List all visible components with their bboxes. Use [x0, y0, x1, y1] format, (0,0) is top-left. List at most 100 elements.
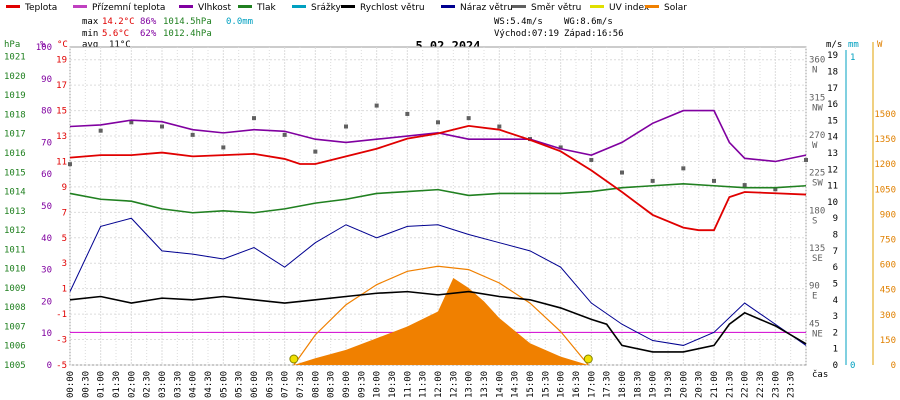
wind-direction-point	[313, 149, 318, 154]
axis-tick-hpa: 1012	[4, 226, 26, 236]
axis-tick-hpa: 1005	[4, 361, 26, 371]
axis-tick-temp: 9	[62, 183, 67, 193]
axis-tick-time: 10:30	[388, 371, 398, 398]
axis-tick-hpa: 1009	[4, 284, 26, 294]
wind-direction-point	[650, 178, 655, 183]
axis-tick-time: 03:00	[158, 371, 168, 398]
wind-direction-point	[773, 187, 778, 192]
axis-tick-w: 1350	[874, 135, 896, 145]
axis-tick-dir-name: SW	[812, 179, 823, 189]
axis-tick-dir-deg: 90	[809, 282, 820, 292]
axis-tick-ms: 16	[827, 100, 838, 110]
axis-tick-time: 08:00	[311, 371, 321, 398]
axis-tick-ms: 14	[827, 133, 838, 143]
axis-tick-temp: -5	[56, 361, 67, 371]
axis-tick-temp: 7	[62, 208, 67, 218]
axis-tick-ms: 6	[833, 263, 838, 273]
axis-tick-time: 21:00	[710, 371, 720, 398]
axis-tick-temp: 17	[56, 81, 67, 91]
axis-tick-dir-name: S	[812, 216, 817, 226]
series-pressure	[69, 183, 807, 214]
axis-tick-ms: 11	[827, 182, 838, 192]
series-humidity	[69, 109, 807, 163]
axis-tick-time: 08:30	[327, 371, 337, 398]
axis-tick-dir-deg: 135	[809, 244, 825, 254]
axis-tick-time: 06:00	[250, 371, 260, 398]
axis-tick-pct: 90	[41, 75, 52, 85]
axis-tick-temp: 5	[62, 234, 67, 244]
axis-tick-temp: 11	[56, 157, 67, 167]
axis-tick-hpa: 1015	[4, 168, 26, 178]
axis-tick-time: 02:00	[127, 371, 137, 398]
axis-tick-w: 900	[880, 210, 896, 220]
axis-tick-time: 07:30	[296, 371, 306, 398]
axis-tick-time: 10:00	[373, 371, 383, 398]
axis-tick-w: 150	[880, 336, 896, 346]
legend-swatch	[512, 5, 526, 8]
axis-tick-pct: 10	[41, 329, 52, 339]
axis-tick-hpa: 1013	[4, 207, 26, 217]
stats-max-rain: 0.0mm	[226, 17, 253, 27]
axis-tick-time: 22:00	[741, 371, 751, 398]
legend-label: Vlhkost	[198, 3, 231, 13]
axis-tick-time: 20:30	[695, 371, 705, 398]
legend-label: Přízemní teplota	[92, 3, 165, 13]
axis-ticks: 1005100610071008100910101011101210131014…	[4, 42, 896, 398]
legend-label: Směr větru	[531, 3, 581, 13]
axis-tick-hpa: 1017	[4, 130, 26, 140]
axis-tick-mm: 1	[850, 53, 855, 63]
axis-tick-time: 04:00	[189, 371, 199, 398]
axis-tick-time: 12:00	[434, 371, 444, 398]
axis-tick-time: 01:30	[112, 371, 122, 398]
axis-tick-hpa: 1020	[4, 72, 26, 82]
axis-tick-time: 04:30	[204, 371, 214, 398]
legend-label: Rychlost větru	[360, 3, 425, 13]
axis-tick-time: 18:30	[633, 371, 643, 398]
wind-direction-point	[405, 111, 410, 116]
legend-swatch	[73, 5, 87, 8]
wind-direction-point	[221, 145, 226, 150]
sun-marker-icon	[289, 354, 299, 364]
wind-direction-point	[712, 178, 716, 183]
stats-min-label: min	[82, 29, 98, 39]
axis-unit-w: W	[877, 40, 883, 50]
stats-block: max 14.2°C 86% 1014.5hPa 0.0mm min 5.6°C…	[82, 17, 624, 50]
axis-tick-w: 1050	[874, 185, 896, 195]
axis-tick-time: 13:00	[465, 371, 475, 398]
legend-label: Solar	[664, 3, 687, 13]
wind-direction-point	[589, 157, 594, 162]
axis-tick-time: 19:00	[649, 371, 659, 398]
axis-tick-time: 09:00	[342, 371, 352, 398]
stats-min-press: 1012.4hPa	[163, 29, 212, 39]
wind-direction-point	[497, 124, 502, 129]
wind-direction-point	[98, 128, 103, 133]
axis-tick-time: 12:30	[449, 371, 459, 398]
axis-tick-temp: 15	[56, 107, 67, 117]
wind-direction-point	[129, 120, 134, 125]
axis-unit-time: čas	[812, 369, 828, 380]
wind-direction-point	[681, 166, 686, 171]
stats-wind-gust: WG:8.6m/s	[564, 17, 613, 27]
axis-tick-time: 11:30	[419, 371, 429, 398]
wind-direction-point	[374, 103, 379, 108]
legend-swatch	[179, 5, 193, 8]
axis-tick-ms: 4	[833, 296, 838, 306]
axis-tick-time: 06:30	[265, 371, 275, 398]
axis-tick-ms: 17	[827, 84, 838, 94]
legend-label: Náraz větru	[460, 3, 513, 13]
axis-tick-hpa: 1021	[4, 53, 26, 63]
axis-tick-ms: 9	[833, 214, 838, 224]
axis-tick-pct: 60	[41, 170, 52, 180]
axis-tick-w: 750	[880, 235, 896, 245]
axis-tick-pct: 40	[41, 234, 52, 244]
axis-tick-hpa: 1007	[4, 322, 26, 332]
axis-tick-ms: 8	[833, 231, 838, 241]
axis-tick-dir-deg: 225	[809, 169, 825, 179]
axis-tick-time: 15:00	[526, 371, 536, 398]
axis-tick-pct: 30	[41, 266, 52, 276]
axis-tick-time: 23:00	[771, 371, 781, 398]
data-layer	[68, 103, 808, 366]
axis-tick-ms: 19	[827, 51, 838, 61]
axis-tick-hpa: 1008	[4, 303, 26, 313]
